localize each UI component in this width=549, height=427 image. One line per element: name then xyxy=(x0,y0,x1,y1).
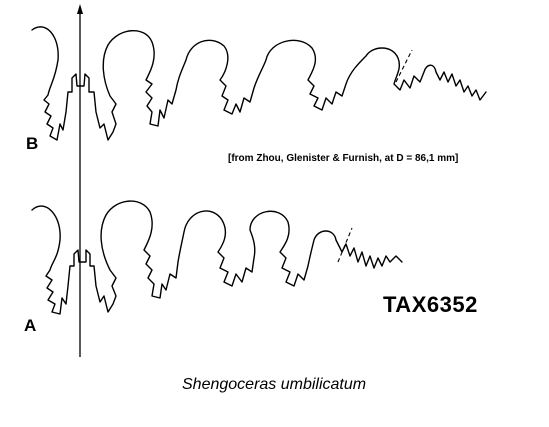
label-b: B xyxy=(26,134,39,153)
suture-line-b xyxy=(31,26,487,141)
label-a: A xyxy=(24,316,37,335)
taxon-id: TAX6352 xyxy=(383,292,478,317)
axis-arrow-icon xyxy=(77,4,83,14)
suture-b-marker xyxy=(395,49,413,83)
species-name: Shengoceras umbilicatum xyxy=(182,376,367,393)
suture-a-marker xyxy=(337,227,353,263)
suture-line-a xyxy=(31,200,403,315)
citation-text: [from Zhou, Glenister & Furnish, at D = … xyxy=(228,153,459,164)
